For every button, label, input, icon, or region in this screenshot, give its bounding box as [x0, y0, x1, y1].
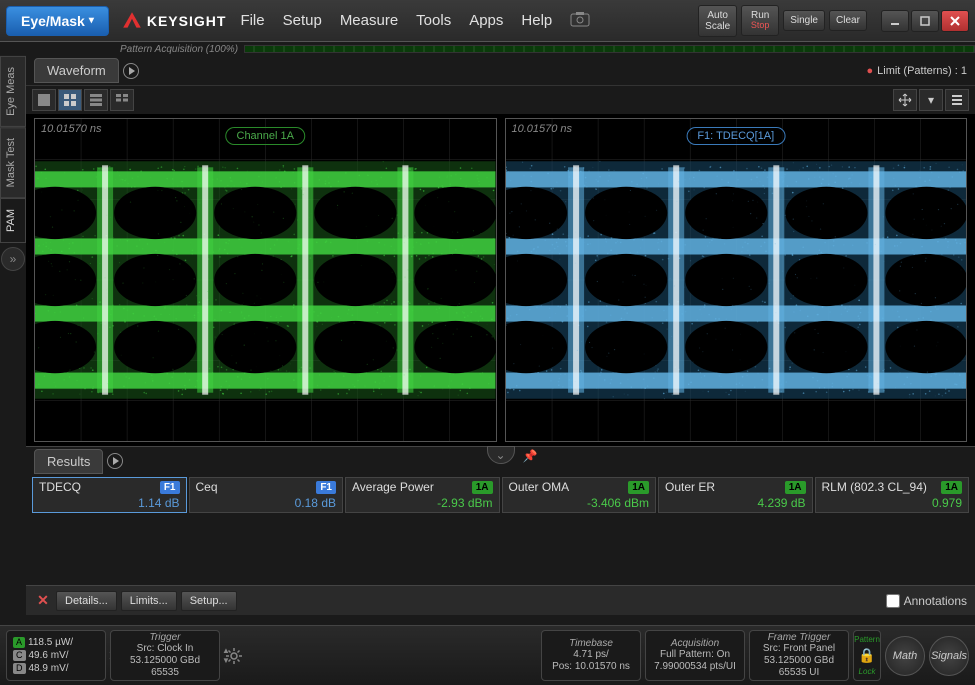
waveform-panel-left[interactable]: 10.01570 ns Channel 1A [34, 118, 497, 442]
channel-badge: F1: TDECQ[1A] [686, 127, 785, 145]
layout-stacked-button[interactable] [110, 89, 134, 111]
results-footer: ✕ Details... Limits... Setup... Annotati… [26, 585, 975, 615]
channel-badge: Channel 1A [226, 127, 306, 145]
pattern-progress [244, 45, 975, 53]
main-menu: File Setup Measure Tools Apps Help [240, 12, 552, 29]
mode-dropdown[interactable]: Eye/Mask [6, 6, 109, 36]
annotations-checkbox[interactable]: Annotations [886, 594, 967, 608]
time-label: 10.01570 ns [41, 123, 102, 135]
details-button[interactable]: Details... [56, 591, 117, 611]
result-cell[interactable]: CeqF10.18 dB [189, 477, 344, 513]
layout-single-button[interactable] [32, 89, 56, 111]
timebase-block[interactable]: Timebase 4.71 ps/ Pos: 10.01570 ns [541, 630, 641, 681]
pan-dropdown-button[interactable]: ▾ [919, 89, 943, 111]
tab-mask-test[interactable]: Mask Test [0, 127, 26, 198]
eye-diagram-right [506, 119, 967, 441]
result-cell[interactable]: Outer ER1A4.239 dB [658, 477, 813, 513]
setup-button[interactable]: Setup... [181, 591, 237, 611]
menu-file[interactable]: File [240, 12, 264, 29]
screenshot-icon[interactable] [570, 11, 590, 30]
brand-logo: KEYSIGHT [121, 10, 227, 32]
tab-eye-meas[interactable]: Eye Meas [0, 56, 26, 127]
limit-indicator: Limit (Patterns) : 1 [866, 65, 967, 77]
trig-down-icon[interactable]: ▼ [221, 656, 231, 666]
layout-rows-button[interactable] [84, 89, 108, 111]
frame-trigger-block[interactable]: Frame Trigger Src: Front Panel 53.125000… [749, 630, 849, 681]
menu-measure[interactable]: Measure [340, 12, 398, 29]
sensitivity-block[interactable]: A118.5 µW/ C49.6 mV/ D48.9 mV/ ▲▼ [6, 630, 106, 681]
results-header: Results ⌄ 📌 [26, 447, 975, 475]
minimize-button[interactable] [881, 10, 909, 32]
layout-2x2-button[interactable] [58, 89, 82, 111]
math-button[interactable]: Math [885, 636, 925, 676]
title-bar: Eye/Mask KEYSIGHT File Setup Measure Too… [0, 0, 975, 42]
close-button[interactable] [941, 10, 969, 32]
collapse-results-icon[interactable]: ⌄ [487, 446, 515, 464]
result-cell[interactable]: Outer OMA1A-3.406 dBm [502, 477, 657, 513]
clear-button[interactable]: Clear [829, 10, 867, 31]
auto-scale-button[interactable]: AutoScale [698, 5, 737, 37]
signals-button[interactable]: Signals [929, 636, 969, 676]
limits-button[interactable]: Limits... [121, 591, 177, 611]
waveform-play-icon[interactable] [123, 63, 139, 79]
trigger-block[interactable]: Trigger Src: Clock In 53.125000 GBd 6553… [110, 630, 220, 681]
pin-icon[interactable]: 📌 [523, 449, 538, 463]
eye-diagram-left [35, 119, 496, 441]
waveform-header: Waveform Limit (Patterns) : 1 [26, 56, 975, 86]
results-tab[interactable]: Results [34, 449, 103, 474]
single-button[interactable]: Single [783, 10, 825, 31]
status-bar: A118.5 µW/ C49.6 mV/ D48.9 mV/ ▲▼ Trigge… [0, 625, 975, 685]
results-row: TDECQF11.14 dBCeqF10.18 dBAverage Power1… [26, 475, 975, 515]
expand-sidebar-icon[interactable]: » [1, 247, 25, 271]
result-cell[interactable]: TDECQF11.14 dB [32, 477, 187, 513]
side-tabs: Eye Meas Mask Test PAM » [0, 56, 26, 271]
hamburger-menu-button[interactable] [945, 89, 969, 111]
maximize-button[interactable] [911, 10, 939, 32]
menu-help[interactable]: Help [521, 12, 552, 29]
tab-pam[interactable]: PAM [0, 198, 26, 243]
results-play-icon[interactable] [107, 453, 123, 469]
waveform-panel-right[interactable]: 10.01570 ns F1: TDECQ[1A] [505, 118, 968, 442]
delete-result-icon[interactable]: ✕ [34, 592, 52, 609]
pan-tool-button[interactable] [893, 89, 917, 111]
menu-tools[interactable]: Tools [416, 12, 451, 29]
run-stop-button[interactable]: RunStop [741, 5, 779, 36]
pattern-lock-block[interactable]: Pattern 🔒 Lock [853, 630, 881, 681]
pattern-acquisition-bar: Pattern Acquisition (100%) [0, 42, 975, 56]
menu-setup[interactable]: Setup [283, 12, 322, 29]
waveform-tab[interactable]: Waveform [34, 58, 119, 83]
result-cell[interactable]: Average Power1A-2.93 dBm [345, 477, 500, 513]
time-label: 10.01570 ns [512, 123, 573, 135]
trig-up-icon[interactable]: ▲ [221, 646, 231, 656]
acquisition-block[interactable]: Acquisition Full Pattern: On 7.99000534 … [645, 630, 745, 681]
menu-apps[interactable]: Apps [469, 12, 503, 29]
view-toolbar: ▾ [26, 86, 975, 114]
lock-icon: 🔒 [858, 647, 875, 664]
result-cell[interactable]: RLM (802.3 CL_94)1A0.979 [815, 477, 970, 513]
